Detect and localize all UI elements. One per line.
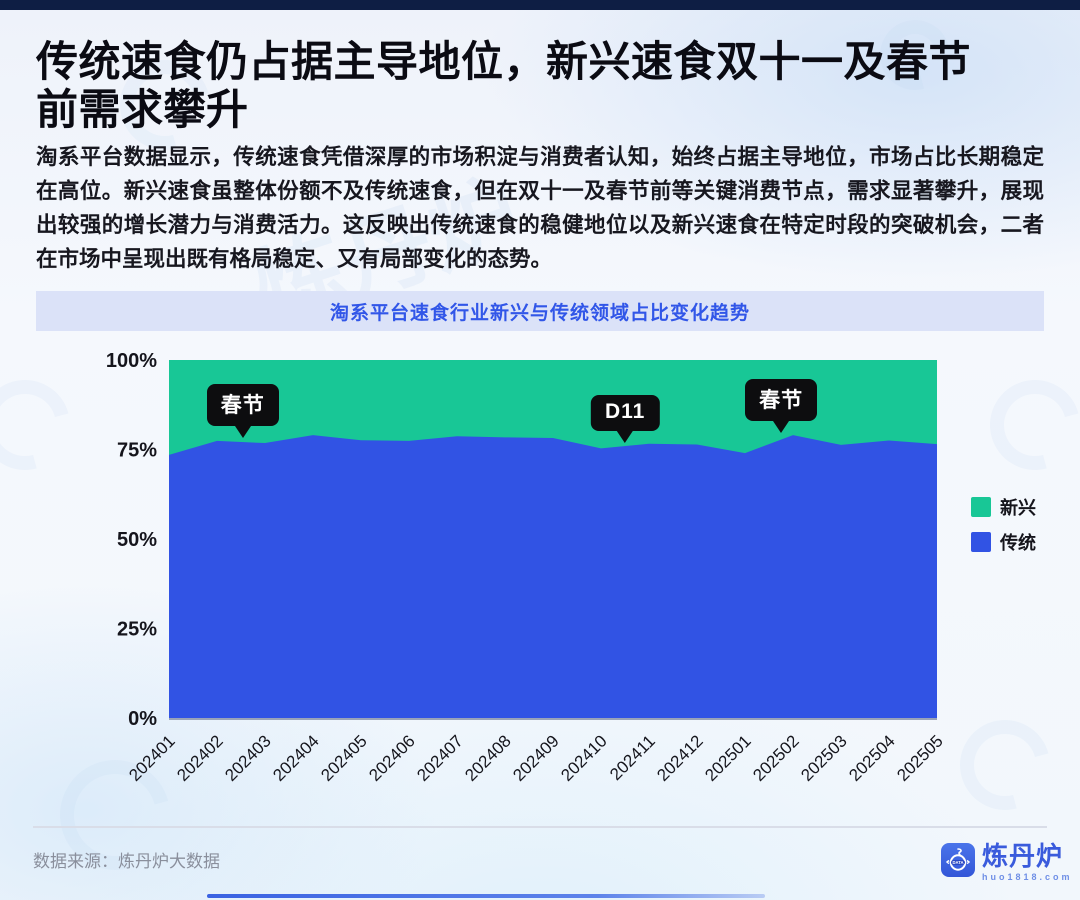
x-axis-tick: 202411: [606, 731, 659, 784]
x-axis-tick: 202409: [509, 731, 563, 785]
brand-text: 炼丹炉 huo1818.com: [982, 843, 1073, 882]
brand-logo: DATA 炼丹炉 huo1818.com: [941, 843, 1073, 882]
x-axis-tick: 202505: [893, 731, 947, 785]
svg-text:DATA: DATA: [952, 860, 963, 865]
x-axis-tick: 202402: [173, 731, 227, 785]
x-axis-tick: 202406: [365, 731, 419, 785]
title-line-2: 前需求攀升: [36, 86, 249, 133]
data-source-text: 数据来源：炼丹炉大数据: [33, 852, 220, 871]
title-line-1: 传统速食仍占据主导地位，新兴速食双十一及春节: [36, 38, 972, 85]
x-axis-tick: 202501: [701, 731, 755, 785]
x-axis-tick: 202410: [557, 731, 611, 785]
x-axis-tick: 202503: [797, 731, 851, 785]
x-axis-tick: 202407: [413, 731, 467, 785]
x-axis-tick: 202403: [221, 731, 275, 785]
y-axis-tick: 75%: [117, 440, 157, 462]
chart-title: 淘系平台速食行业新兴与传统领域占比变化趋势: [329, 302, 750, 324]
legend-swatch-emerging: [971, 497, 991, 517]
x-axis-tick: 202404: [269, 731, 323, 785]
legend-swatch-traditional: [971, 532, 991, 552]
legend-label-traditional: 传统: [1000, 533, 1036, 553]
footer-divider: [33, 826, 1047, 828]
annotation-D11: D11: [591, 395, 660, 444]
x-axis-tick: 202401: [125, 731, 179, 785]
legend-label-emerging: 新兴: [1000, 498, 1036, 518]
brand-url: huo1818.com: [982, 872, 1073, 882]
watermark-swirl: [0, 363, 87, 487]
annotation-春节: 春节: [745, 379, 818, 434]
top-accent-bar: [0, 0, 1080, 10]
y-axis-tick: 0%: [128, 708, 157, 730]
traditional-area: [169, 435, 937, 718]
x-axis-tick: 202408: [461, 731, 515, 785]
page-title: 传统速食仍占据主导地位，新兴速食双十一及春节 前需求攀升: [36, 38, 1046, 134]
x-axis-tick: 202405: [317, 731, 371, 785]
intro-paragraph: 淘系平台数据显示，传统速食凭借深厚的市场积淀与消费者认知，始终占据主导地位，市场…: [36, 145, 1044, 271]
x-axis-tick: 202412: [653, 731, 707, 785]
x-axis-tick: 202504: [845, 731, 899, 785]
x-axis-tick: 202502: [749, 731, 803, 785]
legend-item-emerging[interactable]: 新兴: [971, 494, 1036, 520]
y-axis-tick: 100%: [106, 350, 157, 372]
y-axis-tick: 50%: [117, 529, 157, 551]
bottom-accent-bar: [207, 894, 765, 898]
chart-title-bar: 淘系平台速食行业新兴与传统领域占比变化趋势: [36, 291, 1044, 331]
chart-legend: 新兴 传统: [971, 494, 1036, 555]
brand-name: 炼丹炉: [982, 841, 1064, 871]
y-axis-tick: 25%: [117, 619, 157, 641]
legend-item-traditional[interactable]: 传统: [971, 529, 1036, 555]
annotation-春节: 春节: [206, 384, 279, 439]
furnace-logo-icon: DATA: [941, 843, 975, 877]
